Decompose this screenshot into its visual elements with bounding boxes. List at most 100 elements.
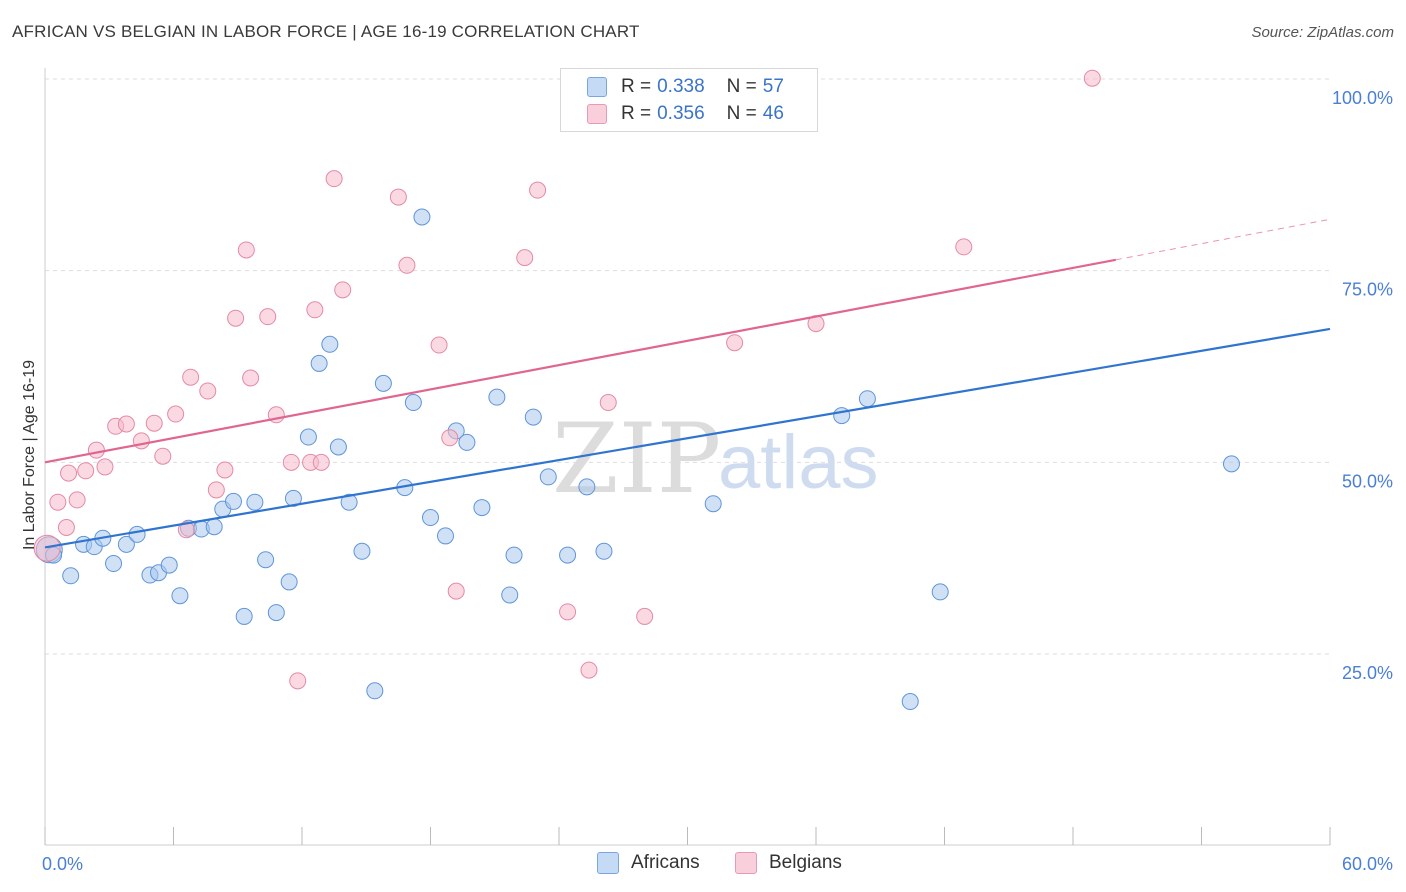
belgians-point xyxy=(216,461,234,479)
y-tick-label: 25.0% xyxy=(1342,663,1393,683)
belgians-point xyxy=(242,369,260,387)
watermark-atlas: atlas xyxy=(718,420,879,505)
africans-point xyxy=(422,509,439,527)
africans-point xyxy=(280,573,298,591)
africans-point xyxy=(171,587,189,605)
belgians-point xyxy=(726,334,744,352)
belgians-point xyxy=(96,458,114,476)
axes xyxy=(44,68,1331,846)
legend-label-africans: Africans xyxy=(631,852,700,873)
africans-point xyxy=(160,556,178,574)
africans-point xyxy=(473,499,491,517)
legend-n-value: 57 xyxy=(762,76,784,97)
belgians-swatch xyxy=(587,104,607,124)
legend-n-value: 46 xyxy=(762,103,784,124)
belgians-point xyxy=(145,414,163,432)
belgians-point xyxy=(516,249,534,267)
belgians-point xyxy=(177,521,195,539)
africans-point xyxy=(404,394,422,412)
belgians-swatch xyxy=(735,852,757,874)
belgians-point xyxy=(77,462,95,480)
africans-swatch xyxy=(587,77,607,97)
africans-point xyxy=(374,374,392,392)
belgians-point xyxy=(325,170,343,188)
africans-point xyxy=(501,586,519,604)
africans-point xyxy=(224,492,242,510)
legend-r-value: 0.356 xyxy=(657,103,705,124)
belgians-point xyxy=(57,519,75,536)
belgians-point xyxy=(306,301,324,319)
chart-title: AFRICAN VS BELGIAN IN LABOR FORCE | AGE … xyxy=(12,22,640,41)
africans-point xyxy=(366,682,384,700)
belgians-point xyxy=(430,336,448,354)
legend-row-belgians: R = 0.356 N = 46 xyxy=(587,101,806,127)
belgians-point xyxy=(167,405,185,423)
belgians-point xyxy=(49,493,67,511)
africans-point xyxy=(458,433,476,451)
belgians-point xyxy=(117,415,135,433)
africans-point xyxy=(931,583,949,601)
africans-point xyxy=(299,428,317,446)
trend-lines xyxy=(44,218,1331,549)
africans-point xyxy=(117,535,135,553)
series-belgians xyxy=(33,69,1101,690)
belgians-point xyxy=(289,672,307,690)
stats-legend: R = 0.338 N = 57 R = 0.356 N = 46 xyxy=(560,68,818,132)
belgians-point xyxy=(68,491,86,509)
watermark-zip: ZIP xyxy=(552,403,721,515)
africans-point xyxy=(578,478,596,496)
belgians-point xyxy=(636,607,654,625)
belgians-point xyxy=(398,256,416,274)
africans-point xyxy=(321,335,339,353)
belgians-point xyxy=(132,432,150,450)
africans-point xyxy=(329,438,347,456)
source-label: Source: ZipAtlas.com xyxy=(1251,24,1394,41)
x-tick-label: 60.0% xyxy=(1342,854,1393,874)
belgians-point xyxy=(60,464,78,482)
belgians-point xyxy=(1083,69,1101,87)
tick-labels: 25.0% 50.0% 75.0% 100.0% 0.0% 60.0% xyxy=(42,88,1393,874)
africans-point xyxy=(246,493,264,511)
legend-item-africans[interactable]: Africans xyxy=(597,852,700,874)
africans-point xyxy=(524,408,542,426)
belgians-point xyxy=(182,368,200,386)
belgians-point xyxy=(33,534,61,562)
belgians-point xyxy=(529,181,547,199)
belgians-point xyxy=(87,441,105,459)
africans-swatch xyxy=(597,852,619,874)
africans-point xyxy=(105,555,123,573)
belgians-point xyxy=(199,382,217,400)
legend-r-label: R = xyxy=(621,103,652,124)
belgians-point xyxy=(389,188,407,206)
africans-point xyxy=(1222,455,1240,473)
africans-point xyxy=(559,546,577,564)
belgians-trend-line xyxy=(44,258,1117,464)
africans-trend-line xyxy=(44,327,1331,549)
y-tick-label: 100.0% xyxy=(1332,88,1393,108)
africans-point xyxy=(62,567,80,585)
africans-point xyxy=(858,390,876,408)
africans-point xyxy=(539,468,557,486)
belgians-point xyxy=(312,453,330,471)
africans-point xyxy=(340,493,358,511)
legend-n-label: N = xyxy=(726,76,757,97)
legend-row-africans: R = 0.338 N = 57 xyxy=(587,74,806,100)
watermark: ZIP atlas xyxy=(552,403,879,515)
legend-r-value: 0.338 xyxy=(657,76,705,97)
africans-point xyxy=(901,693,919,711)
africans-point xyxy=(488,388,506,406)
africans-point xyxy=(353,542,371,560)
africans-point xyxy=(235,607,253,625)
belgians-point xyxy=(237,241,255,259)
series-legend: Africans Belgians xyxy=(0,852,1406,878)
belgians-point xyxy=(227,309,245,327)
belgians-point xyxy=(599,394,617,412)
africans-point xyxy=(413,208,431,226)
legend-r-label: R = xyxy=(621,76,652,97)
belgians-point xyxy=(282,453,300,471)
legend-item-belgians[interactable]: Belgians xyxy=(735,852,842,874)
belgians-point xyxy=(154,447,172,465)
africans-point xyxy=(704,495,722,513)
belgians-point xyxy=(955,238,973,256)
belgians-point xyxy=(441,429,459,447)
